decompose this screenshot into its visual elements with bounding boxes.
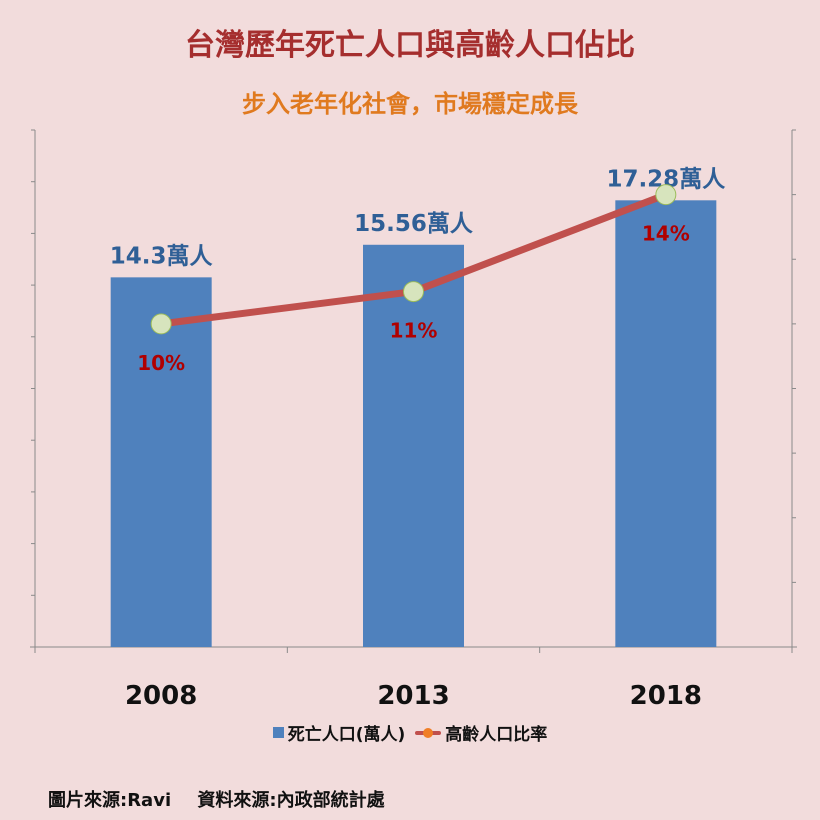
line-point-2018 [655, 184, 677, 206]
bar-label-2013: 15.56萬人 [354, 211, 474, 237]
line-label-2018: 14% [642, 222, 690, 246]
data-source: 資料來源:內政部統計處 [197, 790, 385, 811]
legend-line-label: 高齡人口比率 [445, 725, 548, 745]
chart-legend: 死亡人口(萬人) 高齡人口比率 [0, 720, 820, 745]
bar-label-2008: 14.3萬人 [110, 243, 214, 269]
image-source: 圖片來源:Ravi [48, 790, 172, 811]
x-tick-label-2008: 2008 [125, 681, 197, 711]
x-tick-label-2018: 2018 [630, 681, 702, 711]
bar-2008 [110, 277, 212, 647]
chart-title: 台灣歷年死亡人口與高齡人口佔比 [185, 28, 635, 63]
line-point-2008 [150, 313, 172, 335]
line-label-2008: 10% [137, 351, 185, 375]
chart-subtitle: 步入老年化社會，市場穩定成長 [242, 90, 578, 118]
legend-line-swatch [415, 727, 442, 739]
bar-2018 [615, 200, 717, 647]
source-credits: 圖片來源:Ravi 資料來源:內政部統計處 [48, 786, 385, 812]
line-label-2013: 11% [390, 319, 438, 343]
line-point-2013 [403, 281, 424, 303]
legend-item-bar: 死亡人口(萬人) [272, 720, 406, 745]
bar-2013 [363, 244, 464, 648]
legend-item-line: 高齡人口比率 [415, 720, 547, 745]
legend-bar-swatch [272, 727, 284, 738]
x-tick-label-2013: 2013 [377, 681, 449, 711]
legend-bar-label: 死亡人口(萬人) [287, 725, 406, 745]
